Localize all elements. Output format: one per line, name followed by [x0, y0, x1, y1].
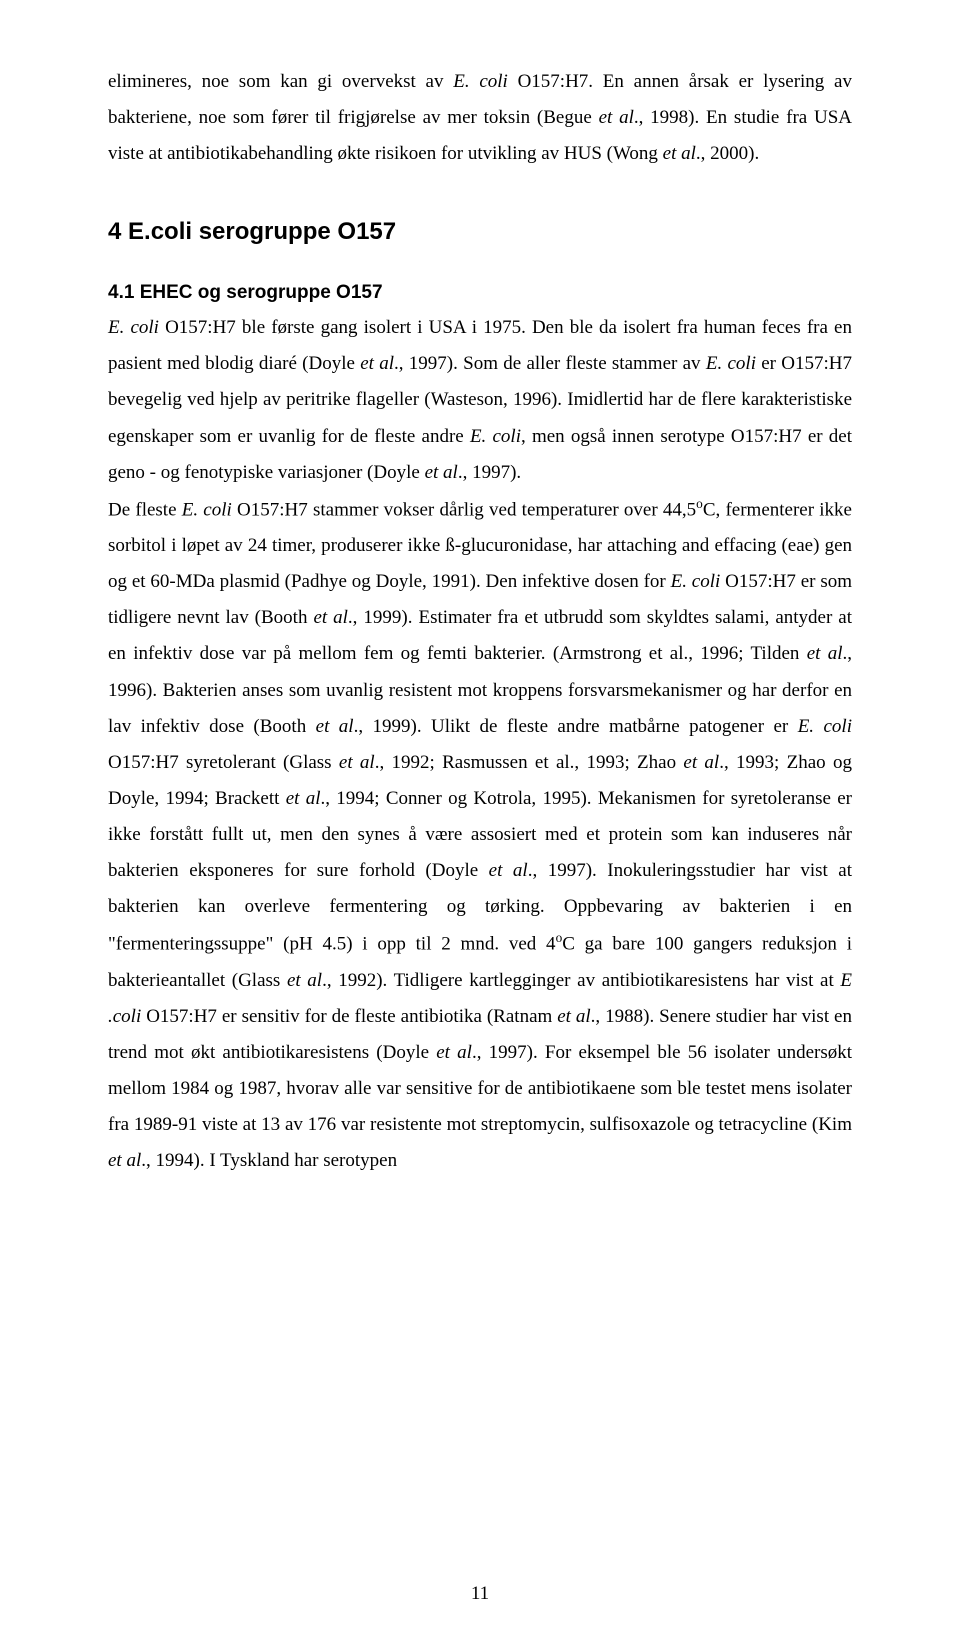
text-italic: E. coli — [453, 71, 508, 92]
text-run: O157:H7 syretolerant (Glass — [108, 752, 339, 773]
text-run: ., 1997). Som de aller fleste stammer av — [394, 353, 706, 374]
text-italic: E. coli — [108, 317, 159, 338]
body-paragraph: E. coli O157:H7 ble første gang isolert … — [108, 310, 852, 1179]
text-italic: et al — [807, 643, 843, 664]
intro-paragraph: elimineres, noe som kan gi overvekst av … — [108, 64, 852, 172]
text-italic: et al — [663, 143, 696, 164]
text-italic: et al — [683, 752, 719, 773]
text-run: De fleste — [108, 499, 182, 520]
text-run: ., 1999). Ulikt de fleste andre matbårne… — [354, 716, 798, 737]
text-italic: et al — [108, 1150, 141, 1171]
text-italic: E. coli — [671, 571, 721, 592]
text-run: elimineres, noe som kan gi overvekst av — [108, 71, 453, 92]
text-italic: et al — [489, 860, 528, 881]
text-italic: et al — [286, 788, 321, 809]
text-italic: et al — [316, 716, 354, 737]
text-run: ., 2000). — [696, 143, 759, 164]
text-italic: et al — [436, 1042, 472, 1063]
text-italic: et al — [425, 462, 458, 483]
text-italic: E. coli — [470, 426, 521, 447]
text-italic: et al — [313, 607, 347, 628]
text-run: ., 1997). — [458, 462, 521, 483]
text-italic: E. coli — [182, 499, 232, 520]
superscript-degree: o — [696, 496, 703, 511]
text-italic: et al — [557, 1006, 590, 1027]
text-run: ., 1992). Tidligere kartlegginger av ant… — [322, 970, 840, 991]
text-italic: E. coli — [798, 716, 852, 737]
text-italic: et al — [339, 752, 375, 773]
text-run: ., 1992; Rasmussen et al., 1993; Zhao — [375, 752, 684, 773]
text-run: O157:H7 er sensitiv for de fleste antibi… — [141, 1006, 557, 1027]
text-italic: E. coli — [706, 353, 756, 374]
text-run: ., 1994). I Tyskland har serotypen — [141, 1150, 397, 1171]
text-italic: et al — [360, 353, 394, 374]
page-container: elimineres, noe som kan gi overvekst av … — [0, 0, 960, 1633]
text-run: O157:H7 stammer vokser dårlig ved temper… — [232, 499, 696, 520]
text-italic: et al — [599, 107, 634, 128]
heading-level-2: 4 E.coli serogruppe O157 — [108, 218, 852, 246]
page-number: 11 — [0, 1583, 960, 1605]
heading-level-3: 4.1 EHEC og serogruppe O157 — [108, 282, 852, 304]
text-italic: et al — [287, 970, 322, 991]
